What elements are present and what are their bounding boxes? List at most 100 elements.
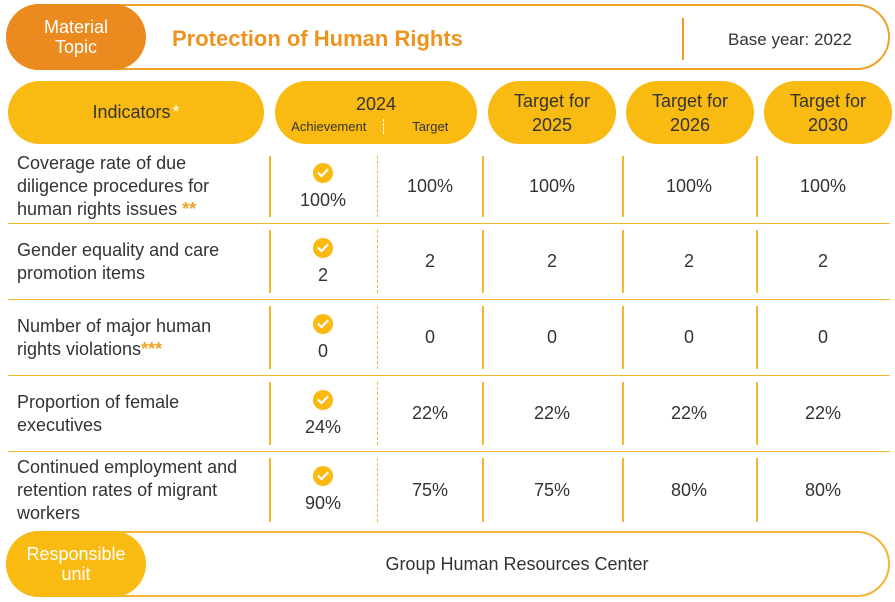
target-2030-value: 100% <box>799 176 847 196</box>
column-divider <box>269 306 271 369</box>
column-divider-dashed <box>377 382 378 445</box>
column-divider <box>756 382 758 445</box>
column-divider <box>756 458 758 522</box>
column-divider-dashed <box>377 156 378 217</box>
indicators-header-label: Indicators <box>92 102 171 122</box>
achievement-cell: 2 <box>270 224 376 299</box>
responsible-unit-label-line1: Responsible <box>26 544 126 564</box>
year-2024-header: 2024 Achievement Target <box>275 81 477 144</box>
achievement-cell: 100% <box>270 150 376 223</box>
indicator-cell: Continued employment and retention rates… <box>17 452 249 528</box>
indicator-text: Coverage rate of due diligence procedure… <box>17 153 210 219</box>
indicator-footnote-mark: *** <box>141 338 163 359</box>
material-topic-banner: Material Topic Protection of Human Right… <box>6 4 890 70</box>
indicators-footnote-mark: * <box>172 102 180 122</box>
target-2024-value: 100% <box>406 176 454 196</box>
achievement-value: 24% <box>304 416 342 437</box>
target-2024-value: 2 <box>424 251 435 271</box>
indicator-cell: Coverage rate of due diligence procedure… <box>17 150 245 223</box>
target-2030-value: 2 <box>817 251 828 271</box>
indicator-footnote-mark: ** <box>182 199 197 219</box>
target-2024-value: 75% <box>411 479 449 500</box>
target-2030-line1: Target for <box>789 90 867 111</box>
indicators-header: Indicators * <box>8 81 264 144</box>
column-divider <box>756 306 758 369</box>
target-subheader: Target <box>412 119 449 134</box>
table-row: Gender equality and care promotion items… <box>8 224 890 300</box>
target-2030-header: Target for 2030 <box>764 81 892 144</box>
material-topic-label-line2: Topic <box>54 37 98 57</box>
column-divider <box>482 458 484 522</box>
check-circle-icon <box>313 389 333 410</box>
indicator-text: Gender equality and care promotion items <box>17 239 220 283</box>
column-divider <box>622 306 624 369</box>
target-2024-value: 22% <box>411 403 449 423</box>
indicator-cell: Proportion of female executives <box>17 376 217 451</box>
column-divider <box>482 382 484 445</box>
column-divider <box>622 230 624 293</box>
column-divider <box>622 382 624 445</box>
target-2025-line1: Target for <box>513 90 591 111</box>
achievement-cell: 90% <box>270 452 376 528</box>
target-2025-header: Target for 2025 <box>488 81 616 144</box>
column-divider <box>482 230 484 293</box>
indicator-text: Continued employment and retention rates… <box>17 456 238 523</box>
material-topic-pill: Material Topic <box>6 4 146 70</box>
column-divider <box>269 156 271 217</box>
target-2025-value: 75% <box>533 479 571 500</box>
check-circle-icon <box>313 162 333 183</box>
target-2030-value: 0 <box>817 327 828 347</box>
column-divider <box>622 458 624 522</box>
responsible-unit-label-line2: unit <box>61 564 91 584</box>
target-2026-value: 100% <box>665 176 713 196</box>
column-divider <box>482 306 484 369</box>
indicator-text: Number of major human rights violations <box>17 315 212 359</box>
table-row: Proportion of female executives 24% 22% … <box>8 376 890 452</box>
achievement-cell: 24% <box>270 376 376 451</box>
check-circle-icon <box>313 313 333 334</box>
target-2026-value: 80% <box>670 479 708 500</box>
column-divider <box>269 458 271 522</box>
target-2025-value: 22% <box>533 403 571 423</box>
base-year: Base year: 2022 <box>728 30 852 49</box>
responsible-unit-name: Group Human Resources Center <box>385 553 649 574</box>
material-topic-label-line1: Material <box>43 17 109 37</box>
column-divider <box>756 230 758 293</box>
responsible-unit-banner: Responsible unit Group Human Resources C… <box>6 531 890 597</box>
target-2025-line2: 2025 <box>531 114 573 135</box>
column-divider-dashed <box>377 306 378 369</box>
check-circle-icon <box>313 237 333 258</box>
column-divider-dashed <box>377 458 378 522</box>
column-divider <box>482 156 484 217</box>
target-2026-header: Target for 2026 <box>626 81 754 144</box>
target-2025-value: 100% <box>528 176 576 196</box>
target-2026-line2: 2026 <box>669 114 711 135</box>
indicator-text: Proportion of female executives <box>17 391 180 435</box>
target-2030-value: 80% <box>804 479 842 500</box>
achievement-subheader: Achievement <box>275 119 384 134</box>
target-2026-value: 22% <box>670 403 708 423</box>
topic-title: Protection of Human Rights <box>172 26 463 51</box>
indicator-cell: Gender equality and care promotion items <box>17 224 269 299</box>
table-row: Continued employment and retention rates… <box>8 452 890 528</box>
column-divider-dashed <box>377 230 378 293</box>
target-2030-value: 22% <box>804 403 842 423</box>
column-divider <box>756 156 758 217</box>
target-2030-line2: 2030 <box>807 114 849 135</box>
column-divider <box>269 230 271 293</box>
target-2025-value: 0 <box>546 327 557 347</box>
target-2026-value: 2 <box>683 251 694 271</box>
achievement-value: 2 <box>317 264 328 285</box>
table-row: Coverage rate of due diligence procedure… <box>8 150 890 224</box>
indicator-cell: Number of major human rights violations*… <box>17 300 249 375</box>
table-row: Number of major human rights violations*… <box>8 300 890 376</box>
achievement-value: 0 <box>317 340 328 361</box>
banner-divider <box>682 18 684 60</box>
target-2024-value: 0 <box>424 327 435 347</box>
target-2026-value: 0 <box>683 327 694 347</box>
achievement-value: 90% <box>304 493 342 513</box>
achievement-cell: 0 <box>270 300 376 375</box>
responsible-unit-pill: Responsible unit <box>6 531 146 597</box>
check-circle-icon <box>313 466 333 486</box>
achievement-value: 100% <box>299 189 347 210</box>
